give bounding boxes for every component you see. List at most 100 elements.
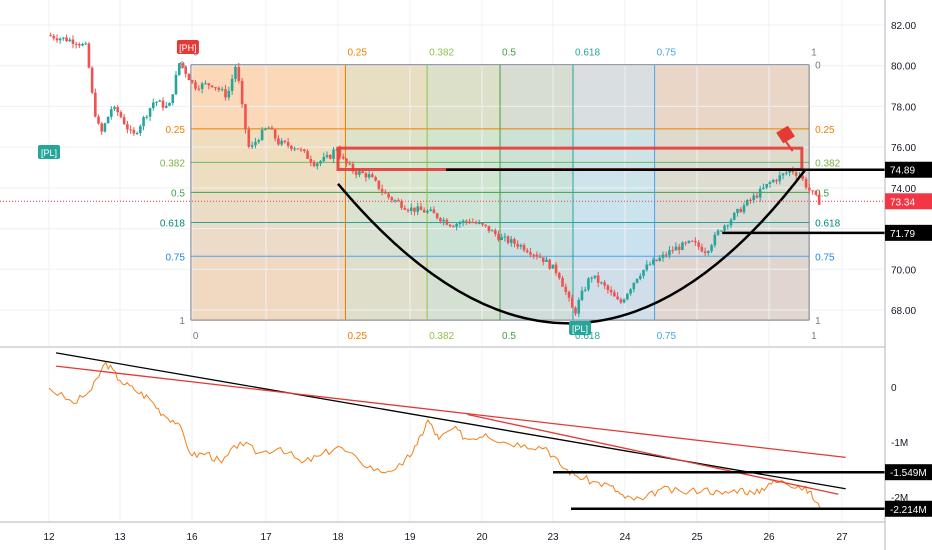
fib-time-zone-label-top: 1 bbox=[811, 48, 817, 59]
candle-body bbox=[723, 225, 726, 231]
candle-body bbox=[65, 37, 68, 42]
candle-body bbox=[296, 148, 300, 150]
time-axis-tick-label: 24 bbox=[619, 532, 631, 543]
candle-body bbox=[532, 254, 535, 256]
time-axis-tick-label: 25 bbox=[691, 532, 703, 543]
candle-body bbox=[700, 246, 704, 252]
candle-body bbox=[465, 220, 468, 222]
candle-body bbox=[513, 239, 516, 244]
candle-body bbox=[661, 254, 665, 258]
candle-body bbox=[516, 243, 519, 247]
candle-body bbox=[309, 158, 313, 163]
candle-body bbox=[380, 188, 384, 192]
candle-body bbox=[622, 299, 626, 303]
candle-body bbox=[74, 43, 78, 45]
candle-body bbox=[328, 155, 332, 159]
fib-level-label-left: 0.75 bbox=[165, 252, 185, 263]
candle-body bbox=[168, 102, 171, 106]
candle-body bbox=[509, 239, 513, 243]
fib-time-zone-label-top: 0.25 bbox=[347, 48, 367, 59]
indicator-axis[interactable]: 0 -1M -2M bbox=[891, 383, 908, 504]
time-axis[interactable]: 12 13 16 17 18 19 20 23 24 25 26 27 bbox=[43, 532, 848, 543]
candle-body bbox=[397, 200, 400, 202]
candle-body bbox=[161, 100, 165, 108]
candle-body bbox=[580, 290, 584, 301]
candle-body bbox=[426, 210, 429, 213]
chart-drawings: [PH] [PL] [PL] bbox=[0, 40, 885, 335]
price-axis-tick-label: 76.00 bbox=[891, 143, 916, 154]
price-level-tag: 71.79 bbox=[885, 224, 932, 241]
candle-body bbox=[224, 89, 227, 98]
time-axis-tick-label: 23 bbox=[547, 532, 559, 543]
candle-body bbox=[752, 195, 755, 201]
fib-level-label-right: 0.25 bbox=[815, 125, 835, 136]
fib-time-zone-label-top: 0.75 bbox=[657, 48, 677, 59]
candle-body bbox=[558, 273, 561, 278]
fib-time-zone-label-top: 0.618 bbox=[575, 48, 600, 59]
candle-body bbox=[538, 256, 542, 258]
candle-body bbox=[684, 242, 687, 244]
fib-level-label-left: 0.382 bbox=[160, 158, 185, 169]
candle-body bbox=[541, 257, 545, 262]
fib-time-zone-label-bottom: 0 bbox=[193, 331, 199, 342]
candle-body bbox=[570, 297, 574, 308]
candle-body bbox=[227, 90, 231, 98]
current-price-tag-text: 73.34 bbox=[890, 197, 915, 208]
candle-body bbox=[345, 158, 348, 164]
candle-body bbox=[583, 289, 587, 291]
candle-body bbox=[755, 195, 759, 198]
candle-body bbox=[55, 38, 59, 41]
candle-body bbox=[416, 206, 420, 212]
candle-body bbox=[645, 264, 649, 270]
candle-body bbox=[164, 105, 168, 108]
candle-body bbox=[181, 63, 184, 67]
candle-body bbox=[439, 218, 442, 222]
candle-body bbox=[260, 129, 264, 141]
candle-body bbox=[642, 269, 645, 276]
candle-body bbox=[126, 124, 129, 130]
candle-body bbox=[387, 193, 390, 198]
candle-body bbox=[468, 221, 471, 223]
candle-body bbox=[264, 128, 267, 130]
indicator-value-tag: -1.549M bbox=[885, 464, 932, 481]
candle-body bbox=[590, 277, 593, 279]
candle-body bbox=[171, 94, 175, 103]
current-price-tag-bg bbox=[885, 193, 932, 210]
candle-body bbox=[325, 155, 329, 157]
candle-body bbox=[152, 102, 155, 109]
candle-body bbox=[658, 257, 662, 261]
indicator-axis-tick-label: -1M bbox=[891, 438, 908, 449]
indicator-axis-tick-label: 0 bbox=[891, 383, 897, 394]
indicator-value-tag-text: -1.549M bbox=[890, 468, 927, 479]
pivot-low-label-box bbox=[569, 321, 592, 335]
candle-body bbox=[354, 171, 358, 175]
price-axis-tick-label: 70.00 bbox=[891, 265, 916, 276]
candle-body bbox=[567, 291, 571, 298]
candle-body bbox=[603, 282, 606, 286]
candle-body bbox=[794, 172, 798, 176]
fib-time-zone-label-top: 0.5 bbox=[502, 48, 516, 59]
candle-body bbox=[129, 129, 132, 131]
pivot-low-label: [PL] bbox=[569, 321, 592, 335]
candle-body bbox=[247, 129, 251, 147]
candle-body bbox=[745, 199, 749, 206]
candle-body bbox=[49, 35, 52, 37]
price-axis-tick-label: 82.00 bbox=[891, 21, 916, 32]
candle-body bbox=[703, 251, 707, 253]
candle-body bbox=[690, 240, 694, 242]
pivot-low-label: [PL] bbox=[38, 145, 60, 159]
candle-body bbox=[200, 83, 204, 90]
candle-body bbox=[503, 236, 507, 238]
candle-body bbox=[277, 138, 280, 145]
candle-body bbox=[257, 140, 261, 142]
candle-body bbox=[448, 224, 452, 227]
fib-time-zone-label-bottom: 0.25 bbox=[347, 331, 367, 342]
candle-body bbox=[283, 140, 287, 143]
indicator-value-tag-bg bbox=[885, 464, 932, 481]
fib-level-label-left: 0.25 bbox=[165, 125, 185, 136]
candle-body bbox=[240, 80, 244, 105]
candle-body bbox=[148, 108, 152, 117]
candle-body bbox=[361, 171, 364, 174]
candle-body bbox=[306, 151, 309, 159]
candle-body bbox=[474, 222, 478, 224]
